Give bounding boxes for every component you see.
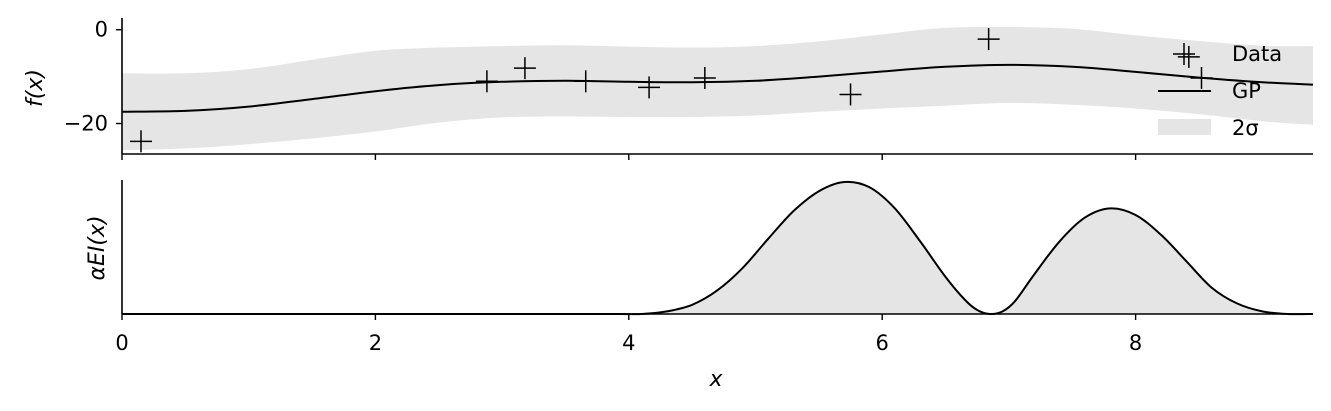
legend-label-2sigma: 2σ [1232, 116, 1259, 140]
acquisition-curve [616, 180, 1314, 316]
bottom-x-axis-label: x [708, 367, 723, 392]
data-point [574, 70, 597, 93]
top-y-axis-label: f(x) [23, 69, 48, 107]
bottom-x-tick-label: 8 [1129, 331, 1142, 355]
bottom-x-tick-label: 4 [622, 331, 635, 355]
bottom-x-tick-label: 6 [876, 331, 889, 355]
legend-data-marker [1173, 43, 1195, 65]
top-y-ticks: 0 −20 [64, 18, 122, 136]
legend-2sigma-patch [1158, 119, 1211, 135]
legend-label-gp: GP [1232, 79, 1261, 103]
data-points [130, 28, 1213, 153]
data-point [513, 57, 536, 80]
bottom-x-ticks: 0 2 4 6 8 [115, 314, 1142, 355]
data-point [977, 28, 1000, 51]
data-point [475, 70, 498, 93]
bottom-y-axis-label: αEI(x) [85, 215, 110, 280]
acquisition-fill [616, 181, 1313, 315]
legend-label-data: Data [1232, 42, 1282, 66]
data-point [839, 83, 862, 106]
top-panel: 0 −20 f(x) Data GP 2σ [23, 18, 1314, 160]
top-y-tick-label: 0 [95, 18, 108, 42]
gp-mean-line [121, 63, 1314, 113]
bottom-x-tick-label: 2 [369, 331, 382, 355]
gp-2sigma-band-area [122, 26, 1313, 151]
gp-2sigma-band [122, 26, 1313, 151]
top-y-tick-label: −20 [64, 112, 108, 136]
gp-mean-path [121, 63, 1314, 113]
data-point [130, 130, 153, 153]
data-point [1177, 45, 1200, 68]
data-point [638, 76, 661, 99]
top-x-ticks [121, 154, 1137, 160]
data-point [693, 67, 716, 90]
acquisition-area [122, 180, 1314, 316]
data-point [1190, 67, 1213, 90]
legend: Data GP 2σ [1158, 42, 1282, 140]
bottom-panel: 0 2 4 6 8 αEI(x) x [85, 180, 1314, 392]
bottom-x-tick-label: 0 [115, 331, 128, 355]
